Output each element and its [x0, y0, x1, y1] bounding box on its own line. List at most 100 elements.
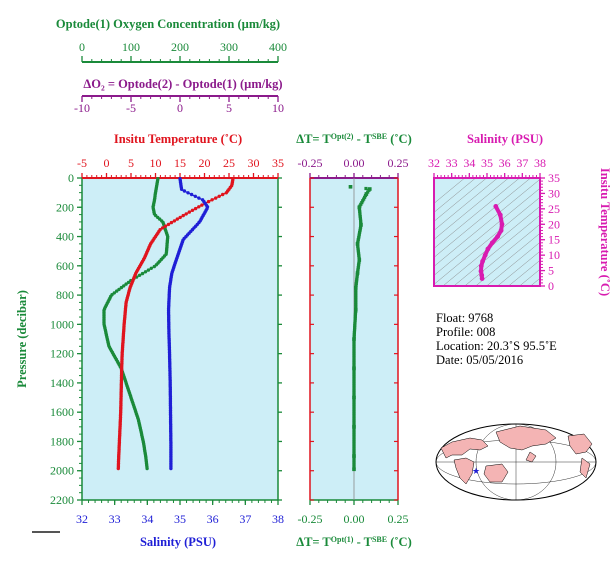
ts-temperature-tick-label: 0	[548, 279, 554, 293]
delta-t-point	[352, 337, 356, 341]
delta-t-point	[352, 459, 356, 463]
delta-o2-axis: -10 -5 0 5 10	[74, 95, 284, 115]
delta-t-axes: -0.25 0.00 0.25 -0.25 0.00 0.25	[298, 156, 409, 526]
delta-t-point	[352, 392, 356, 396]
oxygen-tick-label: 400	[269, 40, 287, 54]
temperature-point	[181, 213, 185, 218]
profile-number: Profile: 008	[436, 325, 495, 339]
delta-t-point	[357, 258, 362, 262]
salinity-tick-label: 35	[174, 512, 186, 526]
ts-temperature-tick-label: 5	[548, 264, 554, 278]
oxygen-point	[115, 289, 119, 293]
delta-t-point	[352, 408, 356, 412]
delta-t-point	[352, 388, 356, 393]
delta-t-point	[352, 448, 356, 452]
ts-temperature-title: Insitu Temperature (˚C)	[598, 168, 612, 296]
delta-t-point	[356, 244, 360, 249]
delta-o2-tick-label: -10	[74, 101, 90, 115]
delta-t-top-title: ΔT= TOpt(2) - TSBE (˚C)	[296, 132, 412, 147]
delta-t-point	[352, 399, 356, 403]
oxygen-axis: 0 100 200 300 400	[79, 40, 287, 63]
delta-t-bottom-title: ΔT= TOpt(1) - TSBE (˚C)	[296, 535, 412, 550]
temperature-point	[163, 224, 168, 228]
ts-point	[480, 258, 485, 264]
temperature-tick-label: 15	[174, 156, 186, 170]
delta-t-point	[358, 211, 362, 215]
ts-temperature-tick-label: 10	[548, 248, 560, 262]
pressure-axis-title: Pressure (decibar)	[15, 290, 29, 388]
oxygen-point	[143, 270, 148, 274]
delta-t-point	[352, 439, 356, 444]
delta-t-point	[353, 323, 357, 328]
delta-t-point	[362, 197, 366, 201]
temperature-point	[190, 208, 195, 212]
salinity-point	[182, 189, 187, 193]
delta-t-point	[355, 271, 360, 275]
delta-t-point	[352, 332, 356, 336]
delta-t-point	[354, 294, 358, 298]
temperature-axis: -5 0 5 10 15 20 25 30 35	[77, 156, 284, 178]
delta-o2-axis-title: ΔO₂ = Optode(2) - Optode(1) (µm/kg)	[83, 77, 282, 91]
delta-t-point	[352, 422, 356, 426]
delta-t-point	[352, 369, 356, 373]
delta-t-point	[358, 209, 362, 213]
delta-t-point	[353, 315, 357, 319]
density-contour	[434, 178, 509, 240]
temperature-axis-title: Insitu Temperature (˚C)	[114, 132, 242, 146]
temperature-tick-label: 25	[223, 156, 235, 170]
temperature-point	[197, 205, 201, 209]
delta-t-point	[352, 387, 356, 391]
temperature-point	[184, 212, 188, 216]
temperature-point	[193, 206, 198, 211]
oxygen-point	[140, 271, 145, 276]
oxygen-point	[145, 466, 149, 471]
delta-t-point	[356, 239, 360, 243]
delta-t-point	[352, 350, 356, 354]
ts-salinity-tick-label: 33	[446, 156, 458, 170]
delta-t-point	[364, 192, 369, 196]
pressure-axis: 0 200 400 600 800 1000 1200 1400 1600 1800 2000 220…	[50, 171, 282, 507]
pressure-tick-label: 1400	[50, 376, 74, 390]
salinity-point	[169, 466, 173, 471]
temperature-point	[214, 196, 218, 200]
ts-salinity-title: Salinity (PSU)	[467, 132, 543, 146]
ts-salinity-tick-label: 34	[463, 156, 475, 170]
delta-t-point	[352, 411, 356, 415]
delta-t-point	[355, 242, 360, 246]
delta-t-point	[357, 236, 361, 240]
delta-t-point	[352, 438, 356, 442]
delta-t-point	[353, 325, 357, 329]
delta-t-point	[352, 406, 356, 410]
delta-t-point	[356, 264, 361, 268]
ts-point	[478, 263, 484, 269]
delta-t-point	[356, 237, 360, 242]
delta-t-point	[352, 431, 356, 435]
delta-t-point	[352, 360, 356, 364]
delta-t-point	[352, 345, 356, 349]
float-info: Float: 9768 Profile: 008 Location: 20.3˚…	[436, 311, 557, 367]
delta-t-point	[353, 313, 357, 317]
salinity-tick-label: 34	[141, 512, 153, 526]
pressure-tick-label: 600	[56, 259, 74, 273]
delta-t-point	[356, 269, 360, 273]
delta-t-point	[359, 220, 363, 224]
oxygen-tick-label: 100	[122, 40, 140, 54]
delta-t-point	[352, 446, 356, 451]
oxygen-point	[126, 280, 131, 285]
salinity-tick-label: 32	[76, 512, 88, 526]
delta-t-point	[360, 201, 364, 205]
temperature-point	[169, 220, 174, 225]
temperature-tick-label: 35	[272, 156, 284, 170]
delta-t-point	[352, 429, 356, 433]
delta-t-point	[352, 383, 356, 387]
delta-t-point	[358, 213, 362, 217]
delta-t-point	[352, 415, 356, 419]
ts-point	[493, 204, 499, 209]
delta-t-point	[363, 195, 367, 199]
delta-t-point	[352, 373, 356, 377]
main-plot-area	[82, 178, 278, 500]
delta-t-point	[352, 404, 356, 408]
ts-point	[498, 228, 504, 233]
temperature-point	[172, 219, 177, 223]
